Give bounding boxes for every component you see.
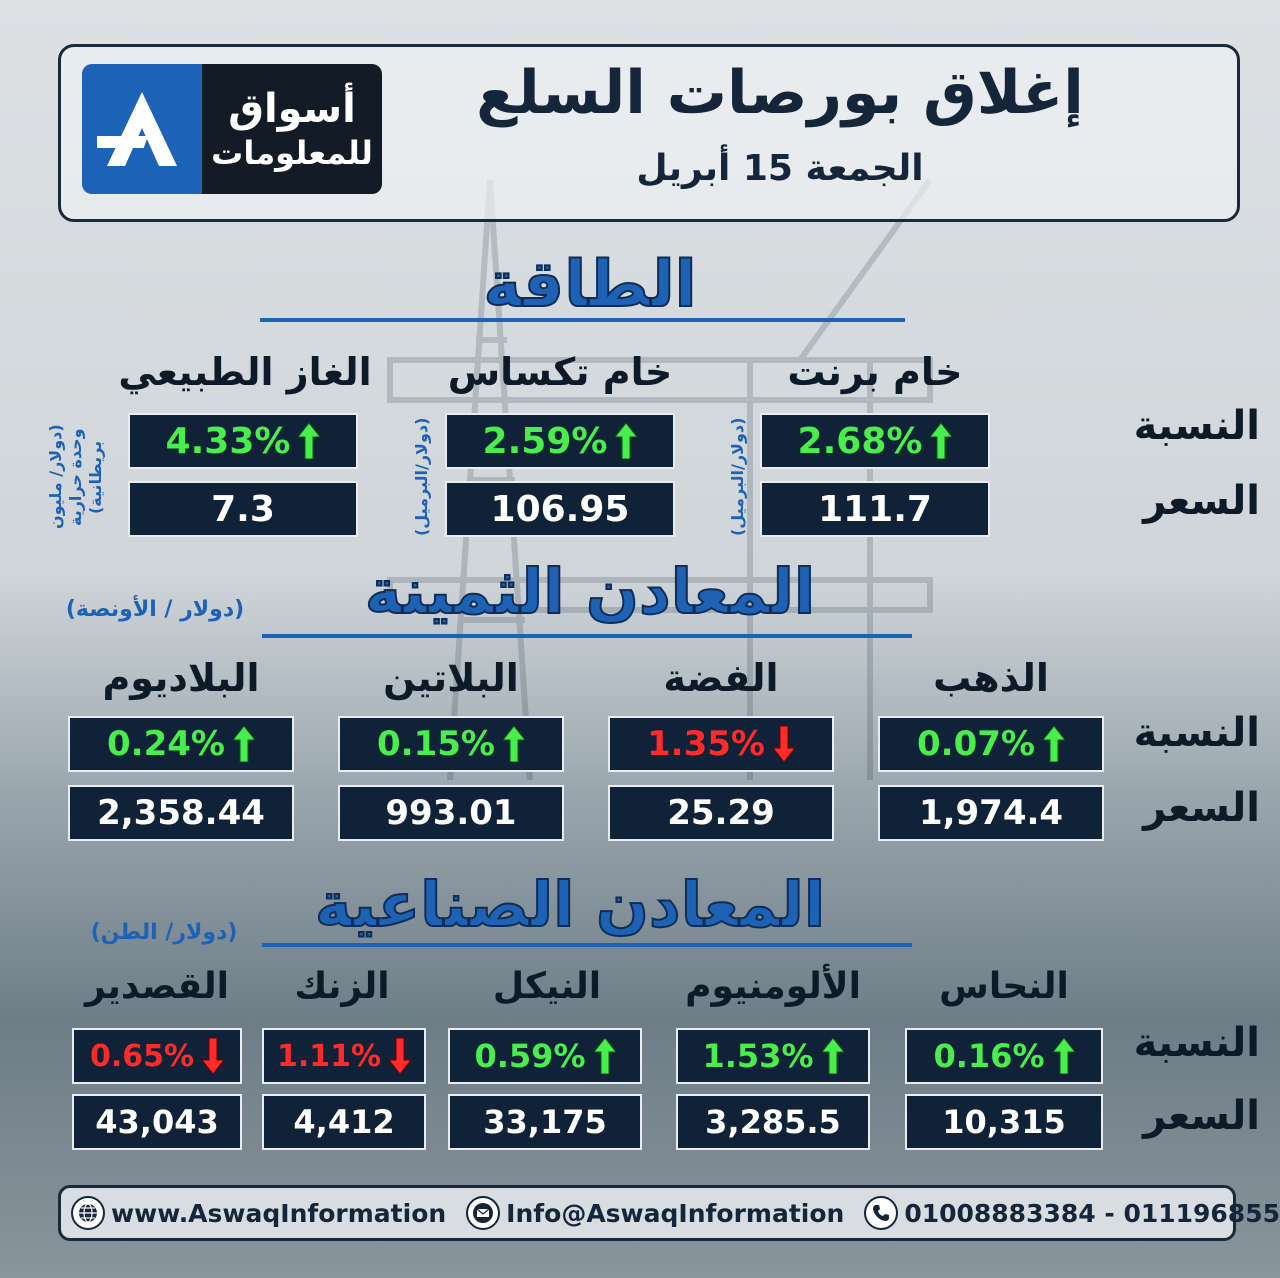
energy-unit-0: (دولار/البرميل) <box>728 417 747 537</box>
energy-name-1: خام تكساس <box>447 350 673 394</box>
precious-title: المعادن الثمينة <box>364 554 816 629</box>
energy-label-percent: النسبة <box>1133 403 1260 449</box>
arrow-down-icon <box>389 1038 412 1074</box>
arrow-up-icon <box>232 726 255 762</box>
precious-label-percent: النسبة <box>1133 710 1260 756</box>
precious-label-price: السعر <box>1143 785 1260 831</box>
footer-phone-text: 01008883384 - 01119685557 <box>904 1198 1280 1228</box>
arrow-up-icon <box>1042 726 1065 762</box>
precious-price-2: 993.01 <box>338 785 564 841</box>
industrial-change-1: 1.53% <box>676 1028 870 1084</box>
precious-price-3: 2,358.44 <box>68 785 294 841</box>
envelope-icon <box>466 1196 501 1230</box>
footer-phone[interactable]: 01008883384 - 01119685557 <box>864 1196 1280 1230</box>
industrial-price-3: 4,412 <box>262 1094 426 1150</box>
industrial-label-price: السعر <box>1143 1093 1260 1139</box>
precious-name-0: الذهب <box>933 656 1049 700</box>
precious-change-1: 1.35% <box>608 716 834 772</box>
energy-title: الطاقة <box>482 247 697 323</box>
energy-rule <box>260 318 905 322</box>
industrial-name-0: النحاس <box>939 966 1069 1007</box>
precious-change-0: 0.07% <box>878 716 1104 772</box>
precious-name-2: البلاتين <box>383 656 519 700</box>
precious-name-3: البلاديوم <box>102 656 260 700</box>
energy-change-0: 2.68% <box>760 413 990 469</box>
industrial-price-2: 33,175 <box>448 1094 642 1150</box>
industrial-change-2: 0.59% <box>448 1028 642 1084</box>
energy-change-1: 2.59% <box>445 413 675 469</box>
precious-price-0: 1,974.4 <box>878 785 1104 841</box>
logo-mark <box>82 64 202 194</box>
industrial-change-3: 1.11% <box>262 1028 426 1084</box>
logo-line1: أسواق <box>228 86 356 132</box>
industrial-unit: (دولار/ الطن) <box>90 920 238 945</box>
industrial-name-2: النيكل <box>492 966 602 1007</box>
footer-email-text: Info@AswaqInformation <box>506 1198 845 1228</box>
arrow-up-icon <box>298 423 321 459</box>
logo: أسواق للمعلومات <box>82 64 382 194</box>
logo-line2: للمعلومات <box>211 134 373 172</box>
energy-price-0: 111.7 <box>760 481 990 537</box>
oil-rig-background <box>387 178 933 780</box>
precious-rule <box>262 634 912 638</box>
arrow-down-icon <box>772 726 795 762</box>
globe-icon <box>71 1196 105 1230</box>
precious-price-1: 25.29 <box>608 785 834 841</box>
arrow-up-icon <box>930 423 953 459</box>
industrial-name-3: الزنك <box>294 966 390 1007</box>
precious-change-3: 0.24% <box>68 716 294 772</box>
page-date: الجمعة 15 أبريل <box>636 148 924 189</box>
precious-change-2: 0.15% <box>338 716 564 772</box>
industrial-name-4: القصدير <box>85 966 229 1007</box>
industrial-rule <box>262 943 912 947</box>
arrow-up-icon <box>1052 1038 1075 1074</box>
arrow-up-icon <box>821 1038 844 1074</box>
arrow-down-icon <box>202 1038 225 1074</box>
industrial-label-percent: النسبة <box>1133 1020 1260 1066</box>
energy-unit-2: (دولار/ مليون وحدة حرارية بريطانية) <box>46 424 105 530</box>
industrial-change-0: 0.16% <box>905 1028 1103 1084</box>
energy-unit-1: (دولار/البرميل) <box>412 417 431 537</box>
energy-price-1: 106.95 <box>445 481 675 537</box>
industrial-price-1: 3,285.5 <box>676 1094 870 1150</box>
page-title: إغلاق بورصات السلع <box>476 58 1084 128</box>
industrial-price-4: 43,043 <box>72 1094 242 1150</box>
energy-change-2: 4.33% <box>128 413 358 469</box>
arrow-up-icon <box>593 1038 616 1074</box>
footer-website[interactable]: www.AswaqInformation <box>71 1196 446 1230</box>
logo-text: أسواق للمعلومات <box>202 64 382 194</box>
footer-website-text: www.AswaqInformation <box>111 1198 447 1228</box>
industrial-price-0: 10,315 <box>905 1094 1103 1150</box>
arrow-up-icon <box>615 423 638 459</box>
precious-unit: (دولار / الأونصة) <box>65 597 245 622</box>
logo-a-icon <box>97 92 177 166</box>
industrial-name-1: الألومنيوم <box>685 966 861 1007</box>
phone-icon <box>864 1196 899 1230</box>
industrial-change-4: 0.65% <box>72 1028 242 1084</box>
industrial-title: المعادن الصناعية <box>314 867 826 942</box>
footer: www.AswaqInformation Info@AswaqInformati… <box>58 1185 1280 1241</box>
footer-email[interactable]: Info@AswaqInformation <box>466 1196 844 1230</box>
energy-price-2: 7.3 <box>128 481 358 537</box>
energy-name-0: خام برنت <box>787 350 963 394</box>
arrow-up-icon <box>502 726 525 762</box>
precious-name-1: الفضة <box>663 656 779 700</box>
energy-label-price: السعر <box>1143 478 1260 524</box>
energy-name-2: الغاز الطبيعي <box>118 350 372 394</box>
